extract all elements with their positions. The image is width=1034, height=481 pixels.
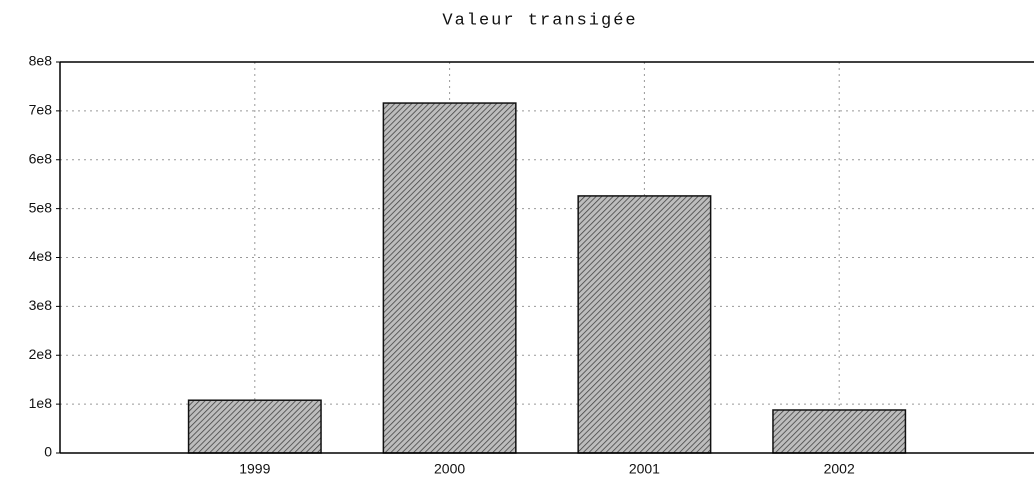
x-tick-label: 2002 — [824, 461, 855, 477]
x-tick-label: 2001 — [629, 461, 660, 477]
y-tick-label: 6e8 — [29, 150, 53, 166]
y-tick-label: 8e8 — [29, 53, 53, 69]
chart-title: Valeur transigée — [442, 11, 637, 30]
x-tick-label: 1999 — [239, 461, 270, 477]
bar — [577, 195, 712, 454]
y-tick-label: 7e8 — [29, 102, 53, 118]
bar — [772, 409, 907, 454]
y-tick-label: 1e8 — [29, 395, 53, 411]
y-tick-label: 3e8 — [29, 297, 53, 313]
bar — [382, 102, 517, 454]
y-tick-label: 0 — [44, 444, 52, 460]
y-tick-label: 5e8 — [29, 199, 53, 215]
y-tick-label: 2e8 — [29, 346, 53, 362]
bar — [187, 399, 322, 454]
x-tick-label: 2000 — [434, 461, 465, 477]
y-tick-label: 4e8 — [29, 248, 53, 264]
